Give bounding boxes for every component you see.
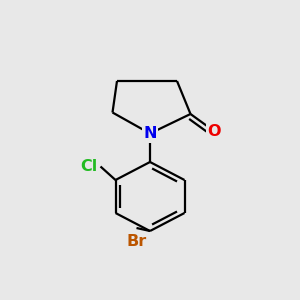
Text: Br: Br <box>126 234 147 249</box>
Text: O: O <box>208 124 221 139</box>
Text: Cl: Cl <box>80 159 97 174</box>
Text: Cl: Cl <box>80 159 97 174</box>
Text: Br: Br <box>126 234 147 249</box>
Text: N: N <box>143 126 157 141</box>
Text: N: N <box>143 126 157 141</box>
Text: O: O <box>208 124 221 139</box>
